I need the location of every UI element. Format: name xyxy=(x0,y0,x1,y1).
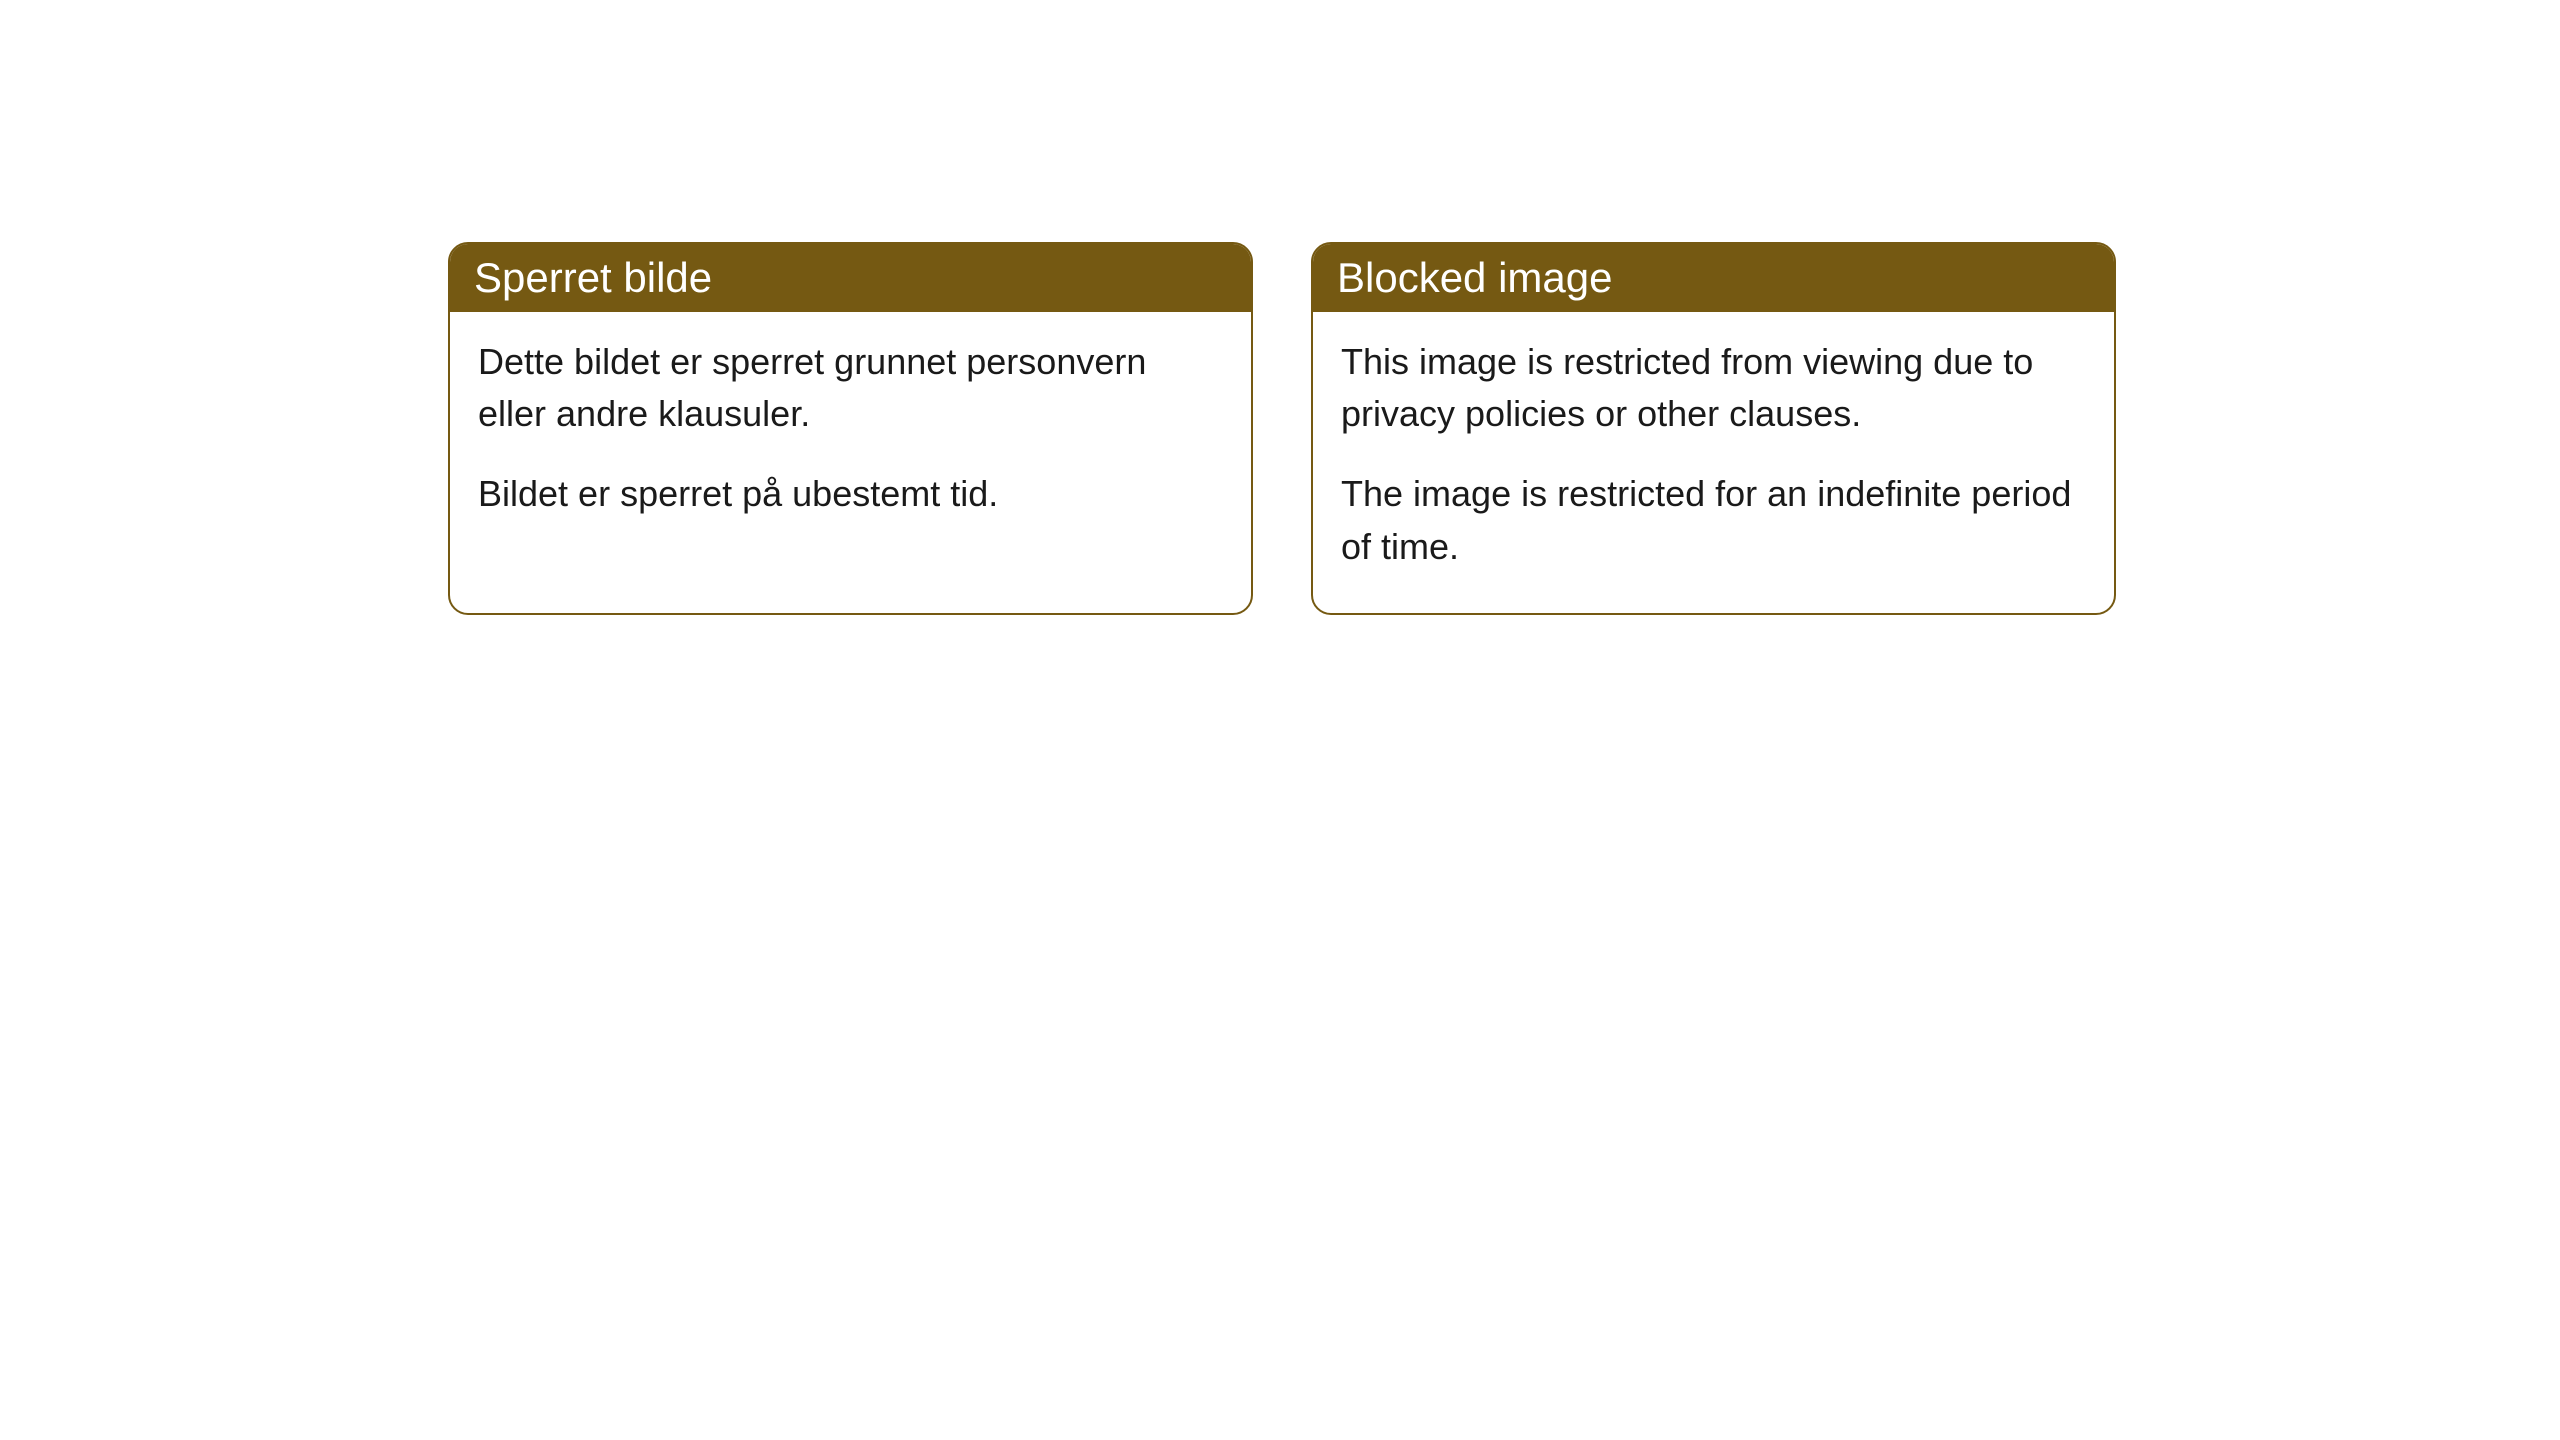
card-body-no: Dette bildet er sperret grunnet personve… xyxy=(450,312,1251,561)
blocked-image-card-en: Blocked image This image is restricted f… xyxy=(1311,242,2116,615)
card-paragraph-en-1: This image is restricted from viewing du… xyxy=(1341,336,2086,440)
cards-container: Sperret bilde Dette bildet er sperret gr… xyxy=(448,242,2560,615)
card-header-no: Sperret bilde xyxy=(450,244,1251,312)
card-body-en: This image is restricted from viewing du… xyxy=(1313,312,2114,613)
card-header-en: Blocked image xyxy=(1313,244,2114,312)
card-paragraph-en-2: The image is restricted for an indefinit… xyxy=(1341,468,2086,572)
card-paragraph-no-2: Bildet er sperret på ubestemt tid. xyxy=(478,468,1223,520)
blocked-image-card-no: Sperret bilde Dette bildet er sperret gr… xyxy=(448,242,1253,615)
card-paragraph-no-1: Dette bildet er sperret grunnet personve… xyxy=(478,336,1223,440)
